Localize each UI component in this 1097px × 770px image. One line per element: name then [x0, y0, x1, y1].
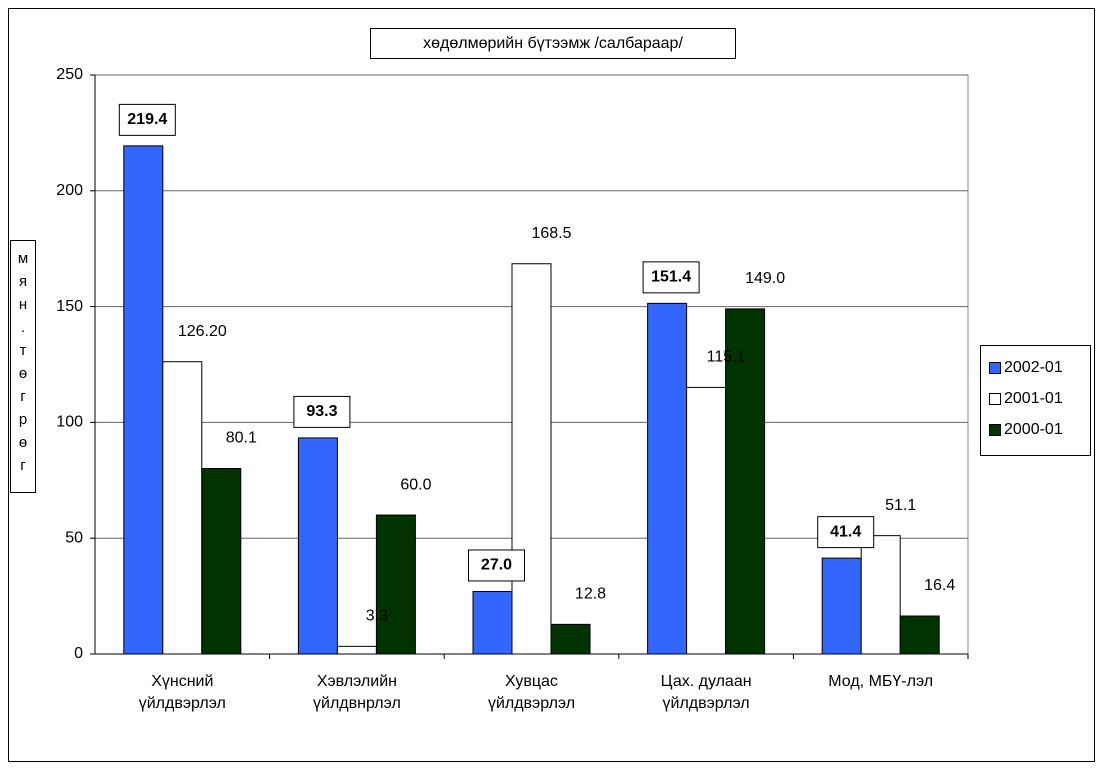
x-tick-label: Хэвлэлийн — [317, 673, 397, 690]
legend-label: 2001-01 — [1004, 390, 1063, 407]
y-tick-label: 0 — [74, 645, 83, 662]
legend-swatch — [989, 393, 1001, 405]
data-label: 93.3 — [306, 403, 337, 420]
y-axis-label: мян.төгрөг — [15, 250, 32, 480]
data-label: 41.4 — [830, 523, 861, 540]
bar — [647, 302, 688, 655]
bar — [201, 467, 242, 655]
data-label: 60.0 — [400, 476, 431, 493]
legend-swatch — [989, 362, 1001, 374]
y-tick-label: 250 — [56, 66, 83, 83]
label-box — [817, 516, 875, 549]
y-tick-label: 200 — [56, 182, 83, 199]
bar — [123, 145, 164, 655]
bar — [162, 361, 203, 655]
bar — [725, 308, 766, 655]
y-tick-label: 150 — [56, 298, 83, 315]
data-label: 12.8 — [575, 586, 606, 603]
data-label: 51.1 — [885, 497, 916, 514]
y-tick-label: 50 — [65, 529, 83, 546]
label-box — [468, 549, 525, 582]
x-tick-label: үйлдвэрлэл — [488, 695, 575, 712]
x-tick-label: үйлдвнрлэл — [313, 695, 401, 712]
data-label: 126.20 — [178, 323, 227, 340]
x-tick-label: Мод, МБҮ-лэл — [828, 673, 933, 690]
legend-label: 2000-01 — [1004, 421, 1063, 438]
bar — [821, 557, 862, 655]
y-tick-label: 100 — [56, 414, 83, 431]
legend-swatch — [989, 424, 1001, 436]
label-box — [293, 395, 351, 428]
x-tick-label: Хүнсний — [151, 673, 213, 690]
x-tick-label: үйлдвэрлэл — [139, 695, 226, 712]
bar — [336, 645, 377, 655]
bar — [550, 623, 591, 655]
bar — [297, 437, 338, 655]
data-label: 80.1 — [226, 430, 257, 447]
data-label: 168.5 — [531, 225, 571, 242]
x-tick-label: Хувцас — [505, 673, 558, 690]
data-label: 16.4 — [924, 577, 955, 594]
legend-label: 2002-01 — [1004, 359, 1063, 376]
bar — [511, 263, 552, 655]
x-tick-label: үйлдвэрлэл — [663, 695, 750, 712]
y-label-box — [10, 240, 36, 493]
bar — [472, 590, 513, 655]
bar — [686, 386, 727, 655]
label-box — [642, 261, 700, 294]
data-label: 27.0 — [481, 557, 512, 574]
label-box — [118, 103, 176, 136]
chart-title: хөдөлмөрийн бүтээмж /салбараар/ — [423, 35, 683, 52]
data-label: 149.0 — [745, 270, 785, 287]
bar — [899, 615, 940, 655]
title-box — [370, 28, 736, 59]
data-label: 151.4 — [651, 269, 691, 286]
x-tick-label: Цах. дулаан — [661, 673, 752, 690]
bar — [860, 535, 901, 655]
data-label: 219.4 — [127, 111, 167, 128]
bar — [375, 514, 416, 655]
data-label: 3.3 — [366, 608, 388, 625]
data-label: 115.1 — [707, 349, 746, 366]
